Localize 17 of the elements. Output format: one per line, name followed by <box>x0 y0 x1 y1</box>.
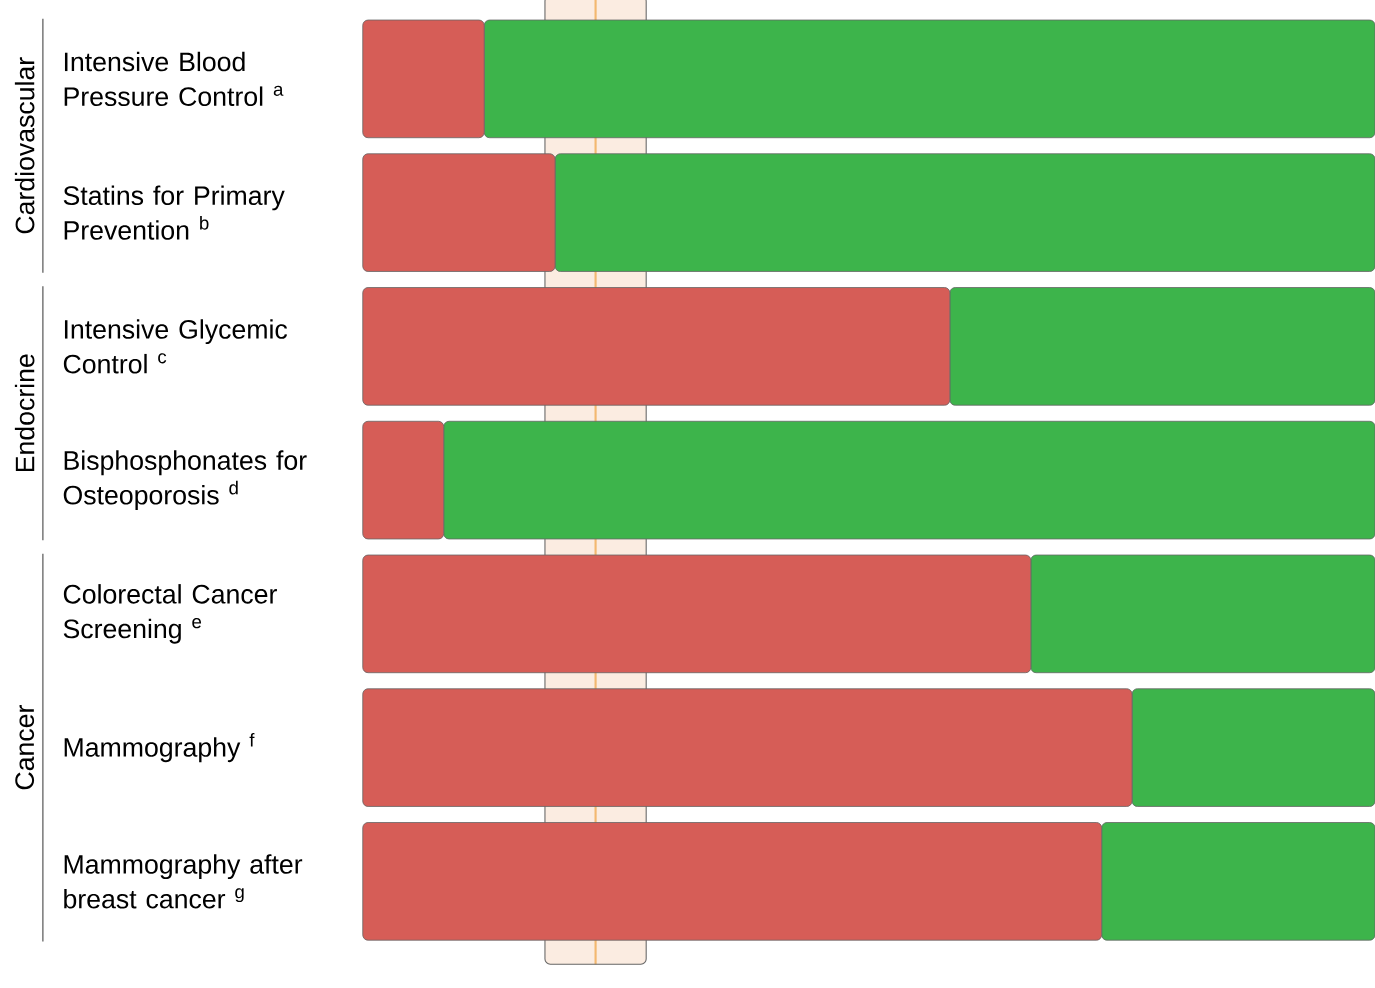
bar <box>483 19 1375 139</box>
bar <box>949 287 1375 406</box>
y-tick-label: Colorectal Cancer Screening $^{e}$ <box>63 583 277 644</box>
bar <box>554 153 1375 272</box>
bar <box>1131 688 1375 807</box>
y-tick-label: Bisphosphonates for Osteoporosis $^{d}$ <box>63 450 307 510</box>
text: Endocrine <box>14 354 35 471</box>
text: Cardiovascular <box>14 57 35 234</box>
y-tick-label: Intensive Blood Pressure Control $^{a}$ <box>64 51 284 106</box>
bar <box>1030 554 1375 674</box>
y-tick-label: Statins for Primary Prevention $^{b}$ <box>63 185 285 240</box>
y-tick-label: Intensive Glycemic Control $^{c}$ <box>63 319 288 374</box>
text: Cancer <box>15 704 35 790</box>
y-tick-label: Mammography after breast cancer $^{g}$ <box>64 854 303 909</box>
y-tick-label: Mammography $^{f}$ <box>64 732 255 763</box>
bar <box>1101 822 1375 941</box>
bar <box>443 420 1375 540</box>
